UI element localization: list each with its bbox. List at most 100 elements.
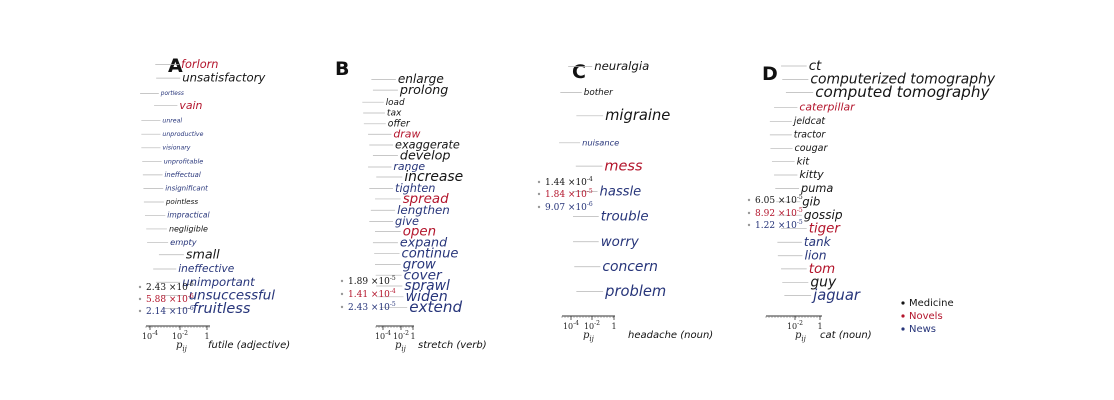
panel-c-prior-novels: 1.84 ×10-5 [545,188,593,200]
panel-b-word-continue: continue [402,246,459,261]
panel-c-xlabel: pij [583,330,595,343]
panel-c-word-hassle: hassle [600,185,642,200]
panel-a-prior-dot [138,309,142,313]
panel-a-word-insignificant: insignificant [165,185,208,193]
panel-a-label: A [168,55,183,77]
panel-b-prior-medicine: 1.89 ×10-5 [348,275,396,287]
panel-b-word-expand: expand [400,235,448,250]
panel-c-word-neuralgia: neuralgia [594,59,649,73]
panel-c-prior-medicine: 1.44 ×10-4 [545,176,593,188]
panel-b-xlabel: pij [395,340,407,353]
panel-a-word-unimportant: unimportant [182,275,255,289]
panel-c-word-problem: problem [604,283,666,300]
panel-d-word-jeldcat: jeldcat [792,116,826,127]
panel-d-word-jaguar: jaguar [811,287,861,304]
panel-a-word-negligible: negligible [169,224,208,233]
panel-a-tick-label: 1 [204,332,209,341]
legend-item-medicine: Medicine [909,298,954,309]
panel-b-word-widen: widen [405,289,447,305]
legend-dot-novels [901,314,905,318]
panel-d-prior-dot [747,211,751,215]
panel-a-word-ineffectual: ineffectual [165,171,201,179]
panel-b-word-range: range [393,160,425,173]
panel-c-prior-dot [537,180,541,184]
panel-c-prior-dot [537,205,541,209]
panel-d-word-kit: kit [797,157,811,168]
panel-a-title: futile (adjective) [208,340,290,351]
panel-c-word-worry: worry [601,235,640,250]
panel-b-word-draw: draw [393,128,420,141]
panel-a-tick-label: 10-2 [172,330,188,341]
panel-a-word-impractical: impractical [167,211,210,220]
panel-c-word-migraine: migraine [605,107,670,124]
panel-a-word-unreal: unreal [162,117,182,124]
panel-b-word-increase: increase [404,169,463,185]
panel-d-word-gib: gib [802,194,820,208]
panel-d-word-tank: tank [804,235,832,249]
panel-b-word-prolong: prolong [399,82,448,97]
panel-b-word-grow: grow [403,257,436,272]
panel-b-prior-dot [340,279,344,283]
panel-b-prior-novels: 1.41 ×10-4 [348,288,396,300]
panel-d-prior-medicine: 6.05 ×10-5 [755,194,803,206]
panel-a-prior-novels: 5.88 ×10-6 [146,293,194,305]
panel-b-word-extend: extend [409,298,462,316]
panel-a-word-small: small [186,247,220,262]
panel-a-word-empty: empty [170,237,197,247]
panel-b-word-cover: cover [404,267,443,283]
panel-a-tick-label: 10-4 [142,330,158,341]
panel-c-prior-dot [537,192,541,196]
panel-b-word-tighten: tighten [395,182,435,195]
panel-a-xlabel: pij [176,340,188,353]
panel-b-word-load: load [386,98,405,108]
panel-b-word-lengthen: lengthen [397,203,450,217]
panel-b-word-give: give [395,215,419,228]
panel-b-word-sprawl: sprawl [404,278,450,294]
panel-d-word-ct: ct [809,59,822,74]
panel-b-prior-news: 2.43 ×10-5 [348,301,396,313]
legend-item-novels: Novels [909,311,943,322]
panel-b-tick-label: 1 [410,332,415,341]
panel-d-word-kitty: kitty [799,168,824,181]
panel-d-word-guy: guy [810,274,837,290]
panel-d-tick-label: 1 [817,322,822,331]
panel-b-word-exaggerate: exaggerate [395,138,460,151]
panel-b-word-open: open [403,225,436,240]
panel-a-word-visionary: visionary [162,145,190,152]
panel-d-word-tiger: tiger [809,221,842,236]
panel-c-word-nuisance: nuisance [582,137,619,147]
panel-c-word-bother: bother [584,88,614,98]
panel-d-word-tractor: tractor [794,130,827,141]
panel-a-word-portless: portless [160,91,184,97]
panel-b-prior-dot [340,305,344,309]
panel-b-label: B [335,58,349,80]
panel-a-word-unsatisfactory: unsatisfactory [182,71,266,85]
panel-a-word-pointless: pointless [165,197,198,206]
panel-d-word-gossip: gossip [804,208,843,222]
panel-a-word-ineffective: ineffective [178,263,235,275]
panel-c-prior-news: 9.07 ×10-6 [545,201,593,213]
panel-a-prior-dot [138,285,142,289]
panel-c-word-mess: mess [604,158,643,174]
panel-c-title: headache (noun) [628,330,713,341]
panel-b-word-offer: offer [388,119,411,130]
panel-a-word-unsuccessful: unsuccessful [189,288,276,303]
panel-c-label: C [572,61,586,83]
panel-c-word-trouble: trouble [601,210,649,225]
panel-d-word-caterpillar: caterpillar [799,101,856,114]
panel-a-prior-dot [138,297,142,301]
panel-d-word-cougar: cougar [795,143,829,154]
panel-a-prior-medicine: 2.43 ×10-6 [146,281,194,293]
panel-a-word-fruitless: fruitless [192,301,250,317]
panel-a-word-forlorn: forlorn [181,58,218,71]
panel-a-word-vain: vain [179,99,202,112]
panel-a-word-unproductive: unproductive [162,130,203,138]
panel-b-tick-label: 10-4 [375,330,391,341]
panel-d-word-puma: puma [800,182,833,195]
legend-dot-news [901,327,905,331]
panel-b-word-develop: develop [400,147,451,162]
panel-d-prior-novels: 8.92 ×10-5 [755,207,803,219]
legend-dot-medicine [901,301,905,305]
panel-a-word-unprofitable: unprofitable [164,157,204,165]
panel-d-word-computerized-tomography: computerized tomography [810,72,996,88]
